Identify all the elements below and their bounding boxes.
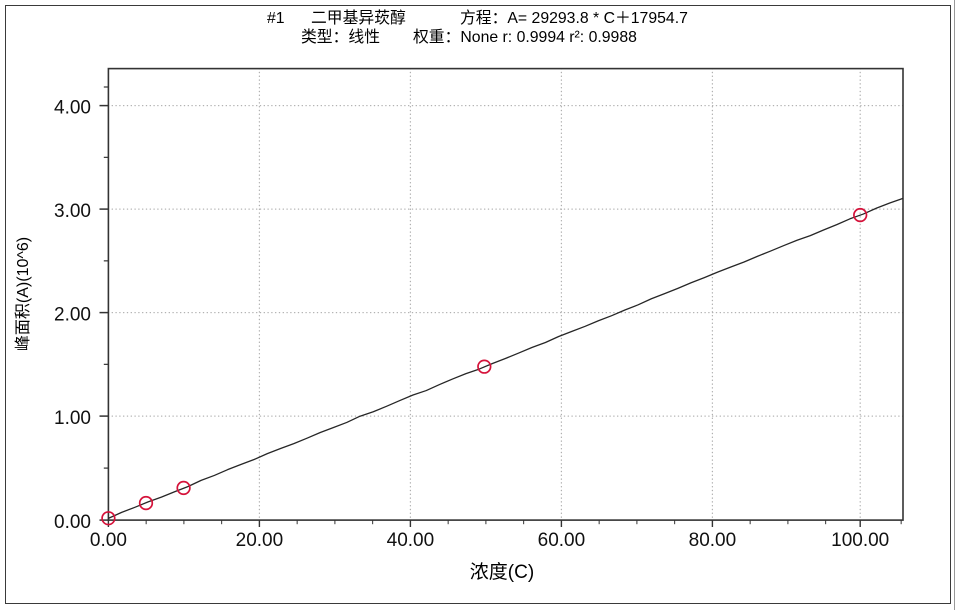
svg-text:浓度(C): 浓度(C) — [470, 561, 534, 583]
svg-text:权重：None r: 0.9994 r²: 0.9988: 权重：None r: 0.9994 r²: 0.9988 — [413, 28, 637, 46]
svg-text:方程：A= 29293.8 * C＋17954.7: 方程：A= 29293.8 * C＋17954.7 — [460, 9, 688, 27]
svg-text:1.00: 1.00 — [54, 408, 91, 429]
svg-text:峰面积(A)(10^6): 峰面积(A)(10^6) — [14, 237, 32, 351]
svg-text:80.00: 80.00 — [689, 530, 737, 551]
svg-text:二甲基异莰醇: 二甲基异莰醇 — [311, 9, 406, 27]
svg-text:60.00: 60.00 — [538, 530, 586, 551]
svg-text:40.00: 40.00 — [387, 530, 435, 551]
svg-text:0.00: 0.00 — [90, 530, 127, 551]
svg-text:20.00: 20.00 — [236, 530, 284, 551]
svg-text:#1: #1 — [267, 10, 285, 27]
svg-text:0.00: 0.00 — [54, 512, 91, 533]
svg-text:类型：线性: 类型：线性 — [301, 28, 380, 46]
svg-text:2.00: 2.00 — [54, 305, 91, 326]
svg-text:100.00: 100.00 — [831, 530, 889, 551]
svg-text:3.00: 3.00 — [54, 201, 91, 222]
svg-text:4.00: 4.00 — [54, 98, 91, 119]
